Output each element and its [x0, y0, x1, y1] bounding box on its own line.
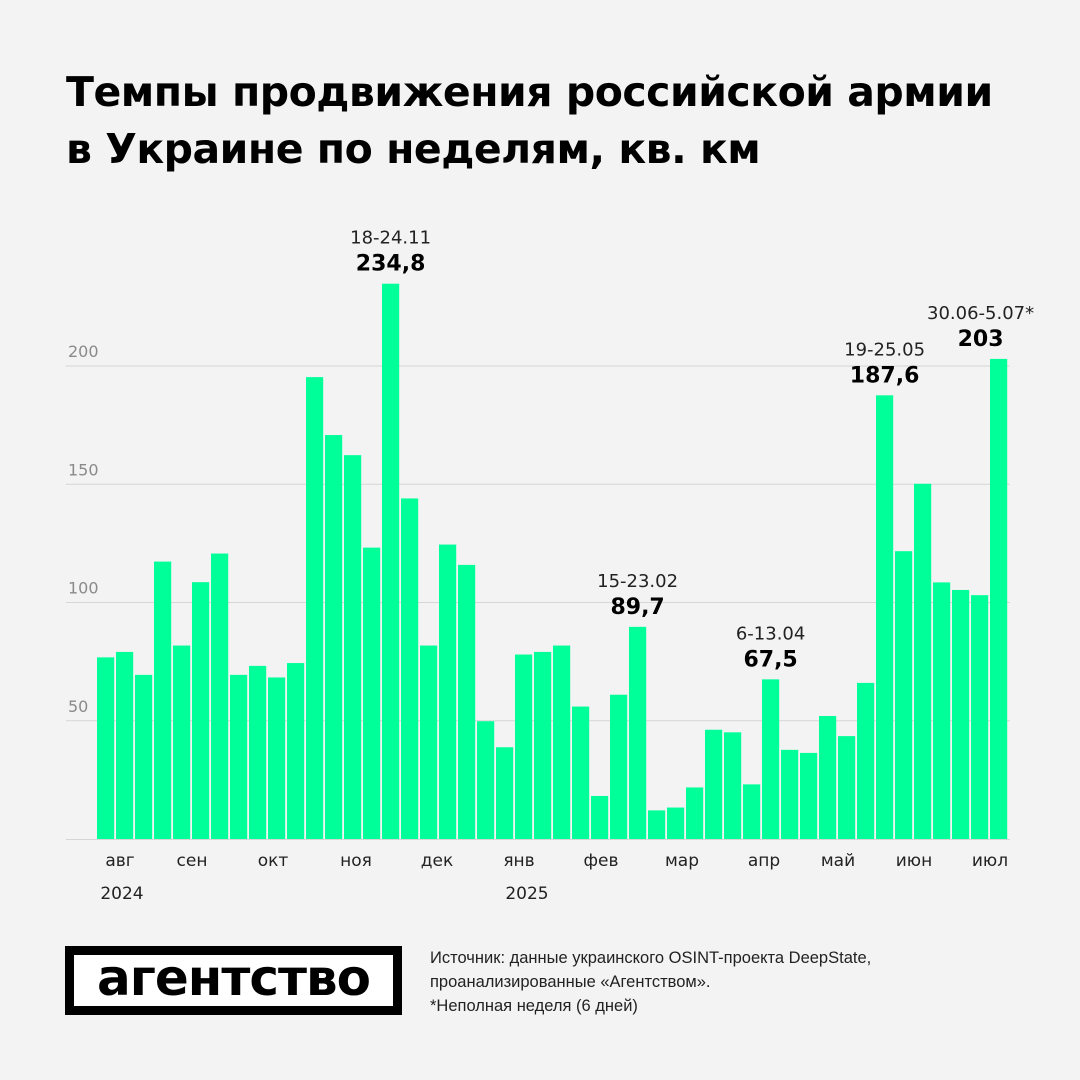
- bar: [895, 551, 913, 839]
- month-label: май: [821, 851, 855, 871]
- bar: [686, 787, 704, 839]
- month-label: июн: [896, 851, 932, 871]
- agentstvo-logo: агентство: [65, 946, 402, 1015]
- month-label: дек: [421, 851, 453, 871]
- month-label: окт: [258, 851, 289, 871]
- bar: [154, 561, 172, 839]
- bar: [553, 645, 571, 839]
- month-label: мар: [665, 851, 699, 871]
- annotation-value: 89,7: [610, 595, 664, 620]
- bar: [116, 651, 134, 839]
- bar: [800, 752, 818, 839]
- bar: [971, 595, 989, 839]
- bar: [838, 736, 856, 839]
- source-line-1: Источник: данные украинского OSINT-проек…: [430, 949, 872, 967]
- y-tick-label: 200: [68, 342, 99, 361]
- bar: [268, 677, 286, 839]
- bar: [458, 564, 476, 839]
- y-tick-label: 150: [68, 460, 99, 479]
- source-line-2: проанализированные «Агентством».: [430, 973, 711, 991]
- bar: [648, 810, 666, 839]
- month-label: фев: [583, 851, 618, 871]
- bar: [439, 544, 457, 839]
- bar: [211, 553, 229, 839]
- bar: [629, 626, 647, 839]
- bar: [724, 732, 742, 839]
- bar: [173, 645, 191, 839]
- annotation-date: 30.06-5.07*: [927, 303, 1034, 324]
- bar: [667, 807, 685, 839]
- month-label: ноя: [340, 851, 372, 871]
- bar: [477, 721, 495, 839]
- month-label: июл: [972, 851, 1008, 871]
- month-label: янв: [503, 851, 534, 871]
- bar: [762, 679, 780, 839]
- bar: [781, 749, 799, 839]
- bar: [420, 645, 438, 839]
- bar: [382, 283, 400, 839]
- annotation-value: 203: [958, 327, 1004, 352]
- footnote: *Неполная неделя (6 дней): [430, 997, 638, 1015]
- year-label: 2024: [100, 884, 143, 904]
- logo-text: агентство: [97, 948, 371, 1007]
- bar: [572, 706, 590, 839]
- annotation-date: 15-23.02: [597, 571, 678, 592]
- y-tick-label: 50: [68, 697, 88, 716]
- bar: [952, 589, 970, 839]
- year-label: 2025: [505, 884, 548, 904]
- bar: [857, 682, 875, 839]
- bar: [591, 795, 609, 839]
- annotation-value: 187,6: [850, 363, 920, 388]
- bar: [97, 657, 115, 839]
- month-label: сен: [177, 851, 208, 871]
- bar: [401, 498, 419, 839]
- month-label: авг: [105, 851, 134, 871]
- bar: [933, 582, 951, 839]
- bar: [230, 674, 248, 839]
- bar: [249, 665, 267, 839]
- source-note: Источник: данные украинского OSINT-проек…: [430, 946, 871, 1018]
- bar-chart: 50 100 150 200 авг сен окт ноя дек янв фев мар апр ма…: [66, 228, 1034, 904]
- bar: [192, 582, 210, 839]
- annotation-value: 67,5: [743, 647, 797, 672]
- chart-title: Темпы продвижения российской армии в Укр…: [66, 68, 993, 173]
- bar: [990, 358, 1008, 839]
- bar: [914, 483, 932, 839]
- bar: [496, 747, 514, 839]
- bar: [363, 547, 381, 839]
- bar: [876, 395, 894, 839]
- bar: [515, 654, 533, 839]
- y-tick-label: 100: [68, 579, 99, 598]
- annotation-date: 18-24.11: [350, 228, 431, 249]
- bar: [743, 784, 761, 839]
- annotation-date: 19-25.05: [844, 339, 925, 360]
- annotation-date: 6-13.04: [736, 623, 805, 644]
- bar: [819, 716, 837, 839]
- bar: [306, 377, 324, 839]
- bar: [344, 455, 362, 839]
- bar: [705, 729, 723, 839]
- bar: [610, 694, 628, 839]
- bar: [325, 435, 343, 839]
- bar: [534, 651, 552, 839]
- annotation-value: 234,8: [356, 252, 426, 277]
- bar: [287, 663, 305, 839]
- month-label: апр: [748, 851, 780, 871]
- bar: [135, 674, 153, 839]
